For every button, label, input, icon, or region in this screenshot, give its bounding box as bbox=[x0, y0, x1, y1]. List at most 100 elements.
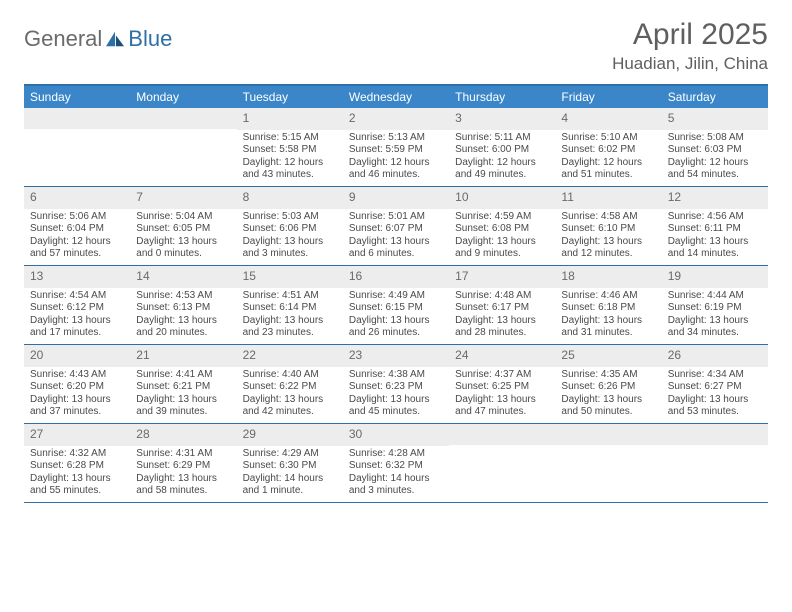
calendar-day: 24Sunrise: 4:37 AMSunset: 6:25 PMDayligh… bbox=[449, 345, 555, 423]
day-body bbox=[24, 129, 130, 135]
sunrise-text: Sunrise: 4:44 AM bbox=[668, 290, 762, 303]
day-body: Sunrise: 4:34 AMSunset: 6:27 PMDaylight:… bbox=[662, 367, 768, 423]
daylight-text: and 12 minutes. bbox=[561, 248, 655, 261]
sunrise-text: Sunrise: 4:38 AM bbox=[349, 369, 443, 382]
weekday-header: Wednesday bbox=[343, 86, 449, 108]
day-number-row: 15 bbox=[237, 266, 343, 288]
sunrise-text: Sunrise: 5:08 AM bbox=[668, 132, 762, 145]
calendar-day: 15Sunrise: 4:51 AMSunset: 6:14 PMDayligh… bbox=[237, 266, 343, 344]
day-number-row: 24 bbox=[449, 345, 555, 367]
day-number: 22 bbox=[243, 348, 256, 362]
day-number-row: 13 bbox=[24, 266, 130, 288]
day-number: 12 bbox=[668, 190, 681, 204]
calendar-day: 25Sunrise: 4:35 AMSunset: 6:26 PMDayligh… bbox=[555, 345, 661, 423]
day-body: Sunrise: 4:37 AMSunset: 6:25 PMDaylight:… bbox=[449, 367, 555, 423]
daylight-text: and 51 minutes. bbox=[561, 169, 655, 182]
day-body: Sunrise: 5:01 AMSunset: 6:07 PMDaylight:… bbox=[343, 209, 449, 265]
brand-general: General bbox=[24, 26, 102, 52]
daylight-text: and 42 minutes. bbox=[243, 406, 337, 419]
sunset-text: Sunset: 6:14 PM bbox=[243, 302, 337, 315]
sunset-text: Sunset: 6:06 PM bbox=[243, 223, 337, 236]
daylight-text: Daylight: 13 hours bbox=[455, 315, 549, 328]
sunrise-text: Sunrise: 4:41 AM bbox=[136, 369, 230, 382]
daylight-text: and 58 minutes. bbox=[136, 485, 230, 498]
daylight-text: Daylight: 12 hours bbox=[455, 157, 549, 170]
daylight-text: Daylight: 13 hours bbox=[561, 394, 655, 407]
day-number-row: 26 bbox=[662, 345, 768, 367]
sunrise-text: Sunrise: 5:10 AM bbox=[561, 132, 655, 145]
day-number-row: 25 bbox=[555, 345, 661, 367]
sunset-text: Sunset: 6:05 PM bbox=[136, 223, 230, 236]
day-body: Sunrise: 5:08 AMSunset: 6:03 PMDaylight:… bbox=[662, 130, 768, 186]
day-number: 16 bbox=[349, 269, 362, 283]
day-body: Sunrise: 5:15 AMSunset: 5:58 PMDaylight:… bbox=[237, 130, 343, 186]
brand-logo: General Blue bbox=[24, 18, 172, 52]
day-number: 9 bbox=[349, 190, 356, 204]
daylight-text: Daylight: 13 hours bbox=[30, 315, 124, 328]
calendar-day: 30Sunrise: 4:28 AMSunset: 6:32 PMDayligh… bbox=[343, 424, 449, 502]
calendar-day: 29Sunrise: 4:29 AMSunset: 6:30 PMDayligh… bbox=[237, 424, 343, 502]
daylight-text: Daylight: 13 hours bbox=[455, 236, 549, 249]
sunrise-text: Sunrise: 4:56 AM bbox=[668, 211, 762, 224]
day-number-row: 19 bbox=[662, 266, 768, 288]
calendar-day: 19Sunrise: 4:44 AMSunset: 6:19 PMDayligh… bbox=[662, 266, 768, 344]
day-body: Sunrise: 4:31 AMSunset: 6:29 PMDaylight:… bbox=[130, 446, 236, 502]
day-body: Sunrise: 5:10 AMSunset: 6:02 PMDaylight:… bbox=[555, 130, 661, 186]
daylight-text: Daylight: 13 hours bbox=[561, 236, 655, 249]
calendar-day: 11Sunrise: 4:58 AMSunset: 6:10 PMDayligh… bbox=[555, 187, 661, 265]
day-number-row: 30 bbox=[343, 424, 449, 446]
sunrise-text: Sunrise: 5:01 AM bbox=[349, 211, 443, 224]
weekday-header-row: SundayMondayTuesdayWednesdayThursdayFrid… bbox=[24, 86, 768, 108]
calendar: SundayMondayTuesdayWednesdayThursdayFrid… bbox=[24, 84, 768, 503]
sunrise-text: Sunrise: 4:53 AM bbox=[136, 290, 230, 303]
day-number: 13 bbox=[30, 269, 43, 283]
calendar-day: 28Sunrise: 4:31 AMSunset: 6:29 PMDayligh… bbox=[130, 424, 236, 502]
day-body: Sunrise: 4:41 AMSunset: 6:21 PMDaylight:… bbox=[130, 367, 236, 423]
day-number-row: 10 bbox=[449, 187, 555, 209]
calendar-day: 17Sunrise: 4:48 AMSunset: 6:17 PMDayligh… bbox=[449, 266, 555, 344]
calendar-day: 9 Sunrise: 5:01 AMSunset: 6:07 PMDaylight… bbox=[343, 187, 449, 265]
day-number-row: 6 bbox=[24, 187, 130, 209]
sunset-text: Sunset: 6:07 PM bbox=[349, 223, 443, 236]
daylight-text: Daylight: 13 hours bbox=[136, 315, 230, 328]
sunrise-text: Sunrise: 5:03 AM bbox=[243, 211, 337, 224]
daylight-text: Daylight: 13 hours bbox=[243, 236, 337, 249]
day-number: 17 bbox=[455, 269, 468, 283]
calendar-day: 18Sunrise: 4:46 AMSunset: 6:18 PMDayligh… bbox=[555, 266, 661, 344]
daylight-text: Daylight: 13 hours bbox=[668, 236, 762, 249]
sunset-text: Sunset: 6:28 PM bbox=[30, 460, 124, 473]
calendar-day: 22Sunrise: 4:40 AMSunset: 6:22 PMDayligh… bbox=[237, 345, 343, 423]
daylight-text: Daylight: 13 hours bbox=[561, 315, 655, 328]
daylight-text: and 49 minutes. bbox=[455, 169, 549, 182]
daylight-text: and 50 minutes. bbox=[561, 406, 655, 419]
calendar-week: 20Sunrise: 4:43 AMSunset: 6:20 PMDayligh… bbox=[24, 345, 768, 424]
day-number-row: 4 bbox=[555, 108, 661, 130]
day-number: 27 bbox=[30, 427, 43, 441]
sunset-text: Sunset: 6:13 PM bbox=[136, 302, 230, 315]
sunset-text: Sunset: 6:29 PM bbox=[136, 460, 230, 473]
sunset-text: Sunset: 6:22 PM bbox=[243, 381, 337, 394]
calendar-day: 26Sunrise: 4:34 AMSunset: 6:27 PMDayligh… bbox=[662, 345, 768, 423]
calendar-day: 10Sunrise: 4:59 AMSunset: 6:08 PMDayligh… bbox=[449, 187, 555, 265]
daylight-text: Daylight: 13 hours bbox=[30, 394, 124, 407]
calendar-day: 16Sunrise: 4:49 AMSunset: 6:15 PMDayligh… bbox=[343, 266, 449, 344]
day-number: 20 bbox=[30, 348, 43, 362]
day-number-row: 5 bbox=[662, 108, 768, 130]
sunset-text: Sunset: 6:30 PM bbox=[243, 460, 337, 473]
sunset-text: Sunset: 6:18 PM bbox=[561, 302, 655, 315]
calendar-day bbox=[555, 424, 661, 502]
day-body bbox=[449, 445, 555, 451]
daylight-text: and 45 minutes. bbox=[349, 406, 443, 419]
brand-blue: Blue bbox=[128, 26, 172, 52]
month-title: April 2025 bbox=[612, 18, 768, 52]
calendar-week: 1 Sunrise: 5:15 AMSunset: 5:58 PMDaylight… bbox=[24, 108, 768, 187]
title-block: April 2025 Huadian, Jilin, China bbox=[612, 18, 768, 74]
day-body: Sunrise: 4:56 AMSunset: 6:11 PMDaylight:… bbox=[662, 209, 768, 265]
daylight-text: Daylight: 12 hours bbox=[561, 157, 655, 170]
sunrise-text: Sunrise: 4:37 AM bbox=[455, 369, 549, 382]
day-number: 1 bbox=[243, 111, 250, 125]
sunrise-text: Sunrise: 5:11 AM bbox=[455, 132, 549, 145]
daylight-text: and 14 minutes. bbox=[668, 248, 762, 261]
sunset-text: Sunset: 6:12 PM bbox=[30, 302, 124, 315]
calendar-day bbox=[24, 108, 130, 186]
